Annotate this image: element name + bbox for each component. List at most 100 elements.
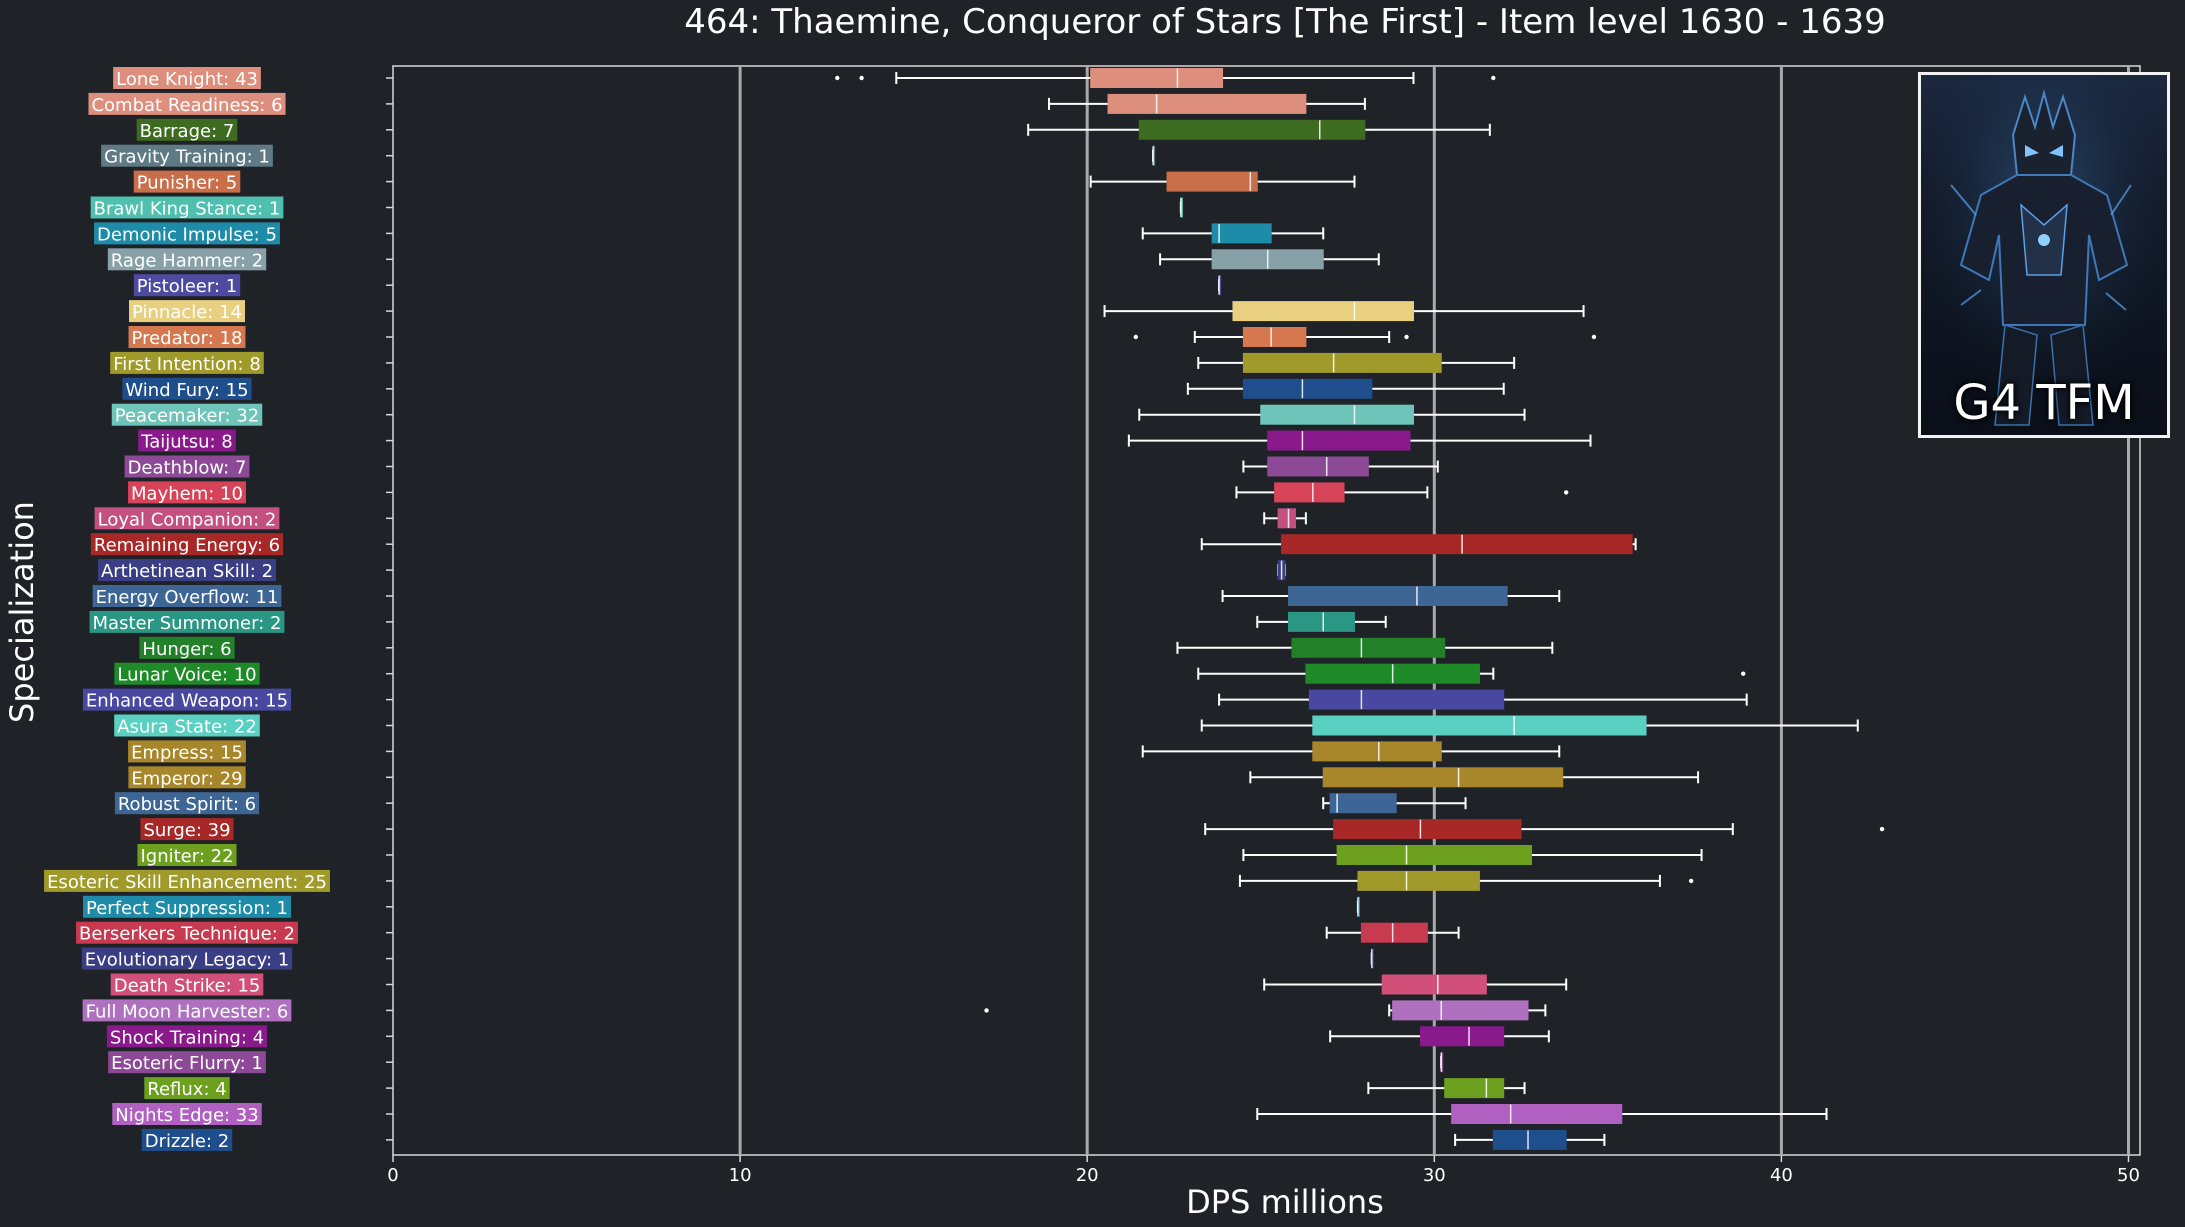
y-label-background bbox=[76, 921, 298, 944]
y-tick-label: Empress: 15 bbox=[131, 742, 243, 763]
y-label-background bbox=[108, 1051, 266, 1074]
y-tick-label: Demonic Impulse: 5 bbox=[97, 224, 277, 245]
y-tick-label: Berserkers Technique: 2 bbox=[79, 924, 295, 945]
box bbox=[1322, 767, 1564, 788]
y-label-background bbox=[101, 144, 273, 167]
y-label-background bbox=[106, 1025, 268, 1048]
outlier-point bbox=[859, 75, 864, 81]
y-tick-label: Taijutsu: 8 bbox=[140, 432, 233, 453]
y-tick-label: Wind Fury: 15 bbox=[125, 380, 248, 401]
y-tick-label: Mayhem: 10 bbox=[131, 483, 243, 504]
y-tick-label: Master Summoner: 2 bbox=[93, 613, 282, 634]
y-tick-label: Pinnacle: 14 bbox=[132, 302, 242, 323]
y-label-background bbox=[44, 869, 330, 892]
box bbox=[1242, 352, 1442, 373]
y-label-background bbox=[90, 196, 284, 219]
box bbox=[1381, 974, 1487, 995]
y-tick-label: Rage Hammer: 2 bbox=[111, 250, 263, 271]
box bbox=[1288, 586, 1508, 606]
box bbox=[1333, 819, 1522, 840]
outlier-point bbox=[835, 75, 840, 81]
plot-area: 0 10 20 30 40 50 Lone Knight: 43 Combat Readine… bbox=[44, 65, 2141, 1186]
outlier-point bbox=[1591, 334, 1597, 340]
y-label-background bbox=[92, 585, 282, 607]
y-tick-label: Esoteric Flurry: 1 bbox=[111, 1053, 263, 1074]
box bbox=[1291, 637, 1446, 658]
y-axis-label: Specialization bbox=[3, 501, 41, 723]
y-tick-label: Hunger: 6 bbox=[142, 639, 231, 660]
y-label-background bbox=[90, 533, 284, 556]
y-label-background bbox=[94, 222, 280, 245]
portrait-caption: G4 TFM bbox=[1953, 375, 2135, 431]
y-label-background bbox=[110, 973, 264, 996]
y-label-background bbox=[144, 1077, 230, 1100]
y-tick-label: Lone Knight: 43 bbox=[116, 69, 258, 90]
box bbox=[1451, 1104, 1623, 1124]
y-tick-label: Pistoleer: 1 bbox=[137, 276, 237, 297]
y-label-background bbox=[122, 377, 252, 400]
y-label-background bbox=[82, 999, 292, 1022]
outlier-point bbox=[984, 1008, 989, 1013]
x-tick-label-40: 40 bbox=[1770, 1165, 1793, 1186]
box bbox=[1242, 378, 1373, 399]
y-tick-label: Asura State: 22 bbox=[117, 717, 257, 738]
plot-frame bbox=[392, 65, 2141, 1156]
y-tick-label: Combat Readiness: 6 bbox=[91, 95, 282, 116]
x-axis-label: DPS millions bbox=[1186, 1183, 1384, 1221]
y-tick-label: Predator: 18 bbox=[132, 328, 243, 349]
box bbox=[1336, 845, 1532, 865]
box bbox=[1360, 922, 1428, 943]
box bbox=[1267, 430, 1411, 451]
y-label-background bbox=[82, 688, 292, 711]
y-label-background bbox=[83, 895, 291, 918]
y-label-background bbox=[139, 636, 235, 659]
y-tick-label: Deathblow: 7 bbox=[128, 458, 247, 479]
y-tick-label: Robust Spirit: 6 bbox=[118, 794, 256, 815]
y-tick-label: Drizzle: 2 bbox=[145, 1131, 229, 1152]
box bbox=[1392, 1000, 1529, 1021]
y-tick-label: Remaining Energy: 6 bbox=[94, 535, 280, 556]
box bbox=[1444, 1078, 1505, 1099]
y-label-background bbox=[110, 351, 264, 374]
box bbox=[1281, 534, 1633, 555]
y-tick-label: Full Moon Harvester: 6 bbox=[86, 1001, 289, 1022]
box bbox=[1090, 68, 1224, 88]
character-portrait-image: G4 TFM bbox=[1918, 72, 2170, 438]
x-tick-label-30: 30 bbox=[1423, 1165, 1446, 1186]
box bbox=[1492, 1129, 1567, 1150]
y-label-background bbox=[107, 248, 267, 271]
box bbox=[1242, 327, 1307, 347]
armored-knight-icon bbox=[1921, 75, 2167, 435]
y-label-background bbox=[133, 170, 241, 193]
box bbox=[1277, 508, 1296, 529]
y-tick-label: Peacemaker: 32 bbox=[115, 406, 259, 427]
y-tick-label: Barrage: 7 bbox=[140, 121, 235, 142]
y-tick-label: Punisher: 5 bbox=[137, 173, 238, 194]
y-tick-label: Shock Training: 4 bbox=[110, 1027, 264, 1048]
y-label-background bbox=[133, 274, 241, 297]
box bbox=[1267, 456, 1369, 477]
box bbox=[1166, 171, 1258, 192]
box bbox=[1357, 870, 1480, 891]
y-label-background bbox=[81, 947, 293, 970]
y-label-background bbox=[128, 326, 246, 348]
y-tick-label: Energy Overflow: 11 bbox=[96, 587, 279, 608]
box bbox=[1312, 715, 1647, 736]
y-label-background bbox=[111, 403, 263, 426]
y-label-background bbox=[137, 844, 237, 866]
y-label-background bbox=[112, 1103, 262, 1125]
y-label-background bbox=[136, 118, 238, 141]
y-tick-label: Enhanced Weapon: 15 bbox=[86, 691, 288, 712]
y-tick-label: Nights Edge: 33 bbox=[115, 1105, 258, 1126]
y-tick-label: Surge: 39 bbox=[143, 820, 230, 841]
outlier-point bbox=[1741, 671, 1746, 676]
y-label-background bbox=[97, 559, 277, 582]
y-tick-label: Esoteric Skill Enhancement: 25 bbox=[47, 872, 327, 893]
box bbox=[1419, 1026, 1505, 1047]
y-tick-label: Evolutionary Legacy: 1 bbox=[85, 950, 289, 971]
y-label-background bbox=[138, 429, 236, 452]
chart-title: 464: Thaemine, Conqueror of Stars [The F… bbox=[684, 2, 1885, 42]
y-tick-label: Brawl King Stance: 1 bbox=[94, 199, 281, 220]
y-label-background bbox=[89, 610, 285, 633]
